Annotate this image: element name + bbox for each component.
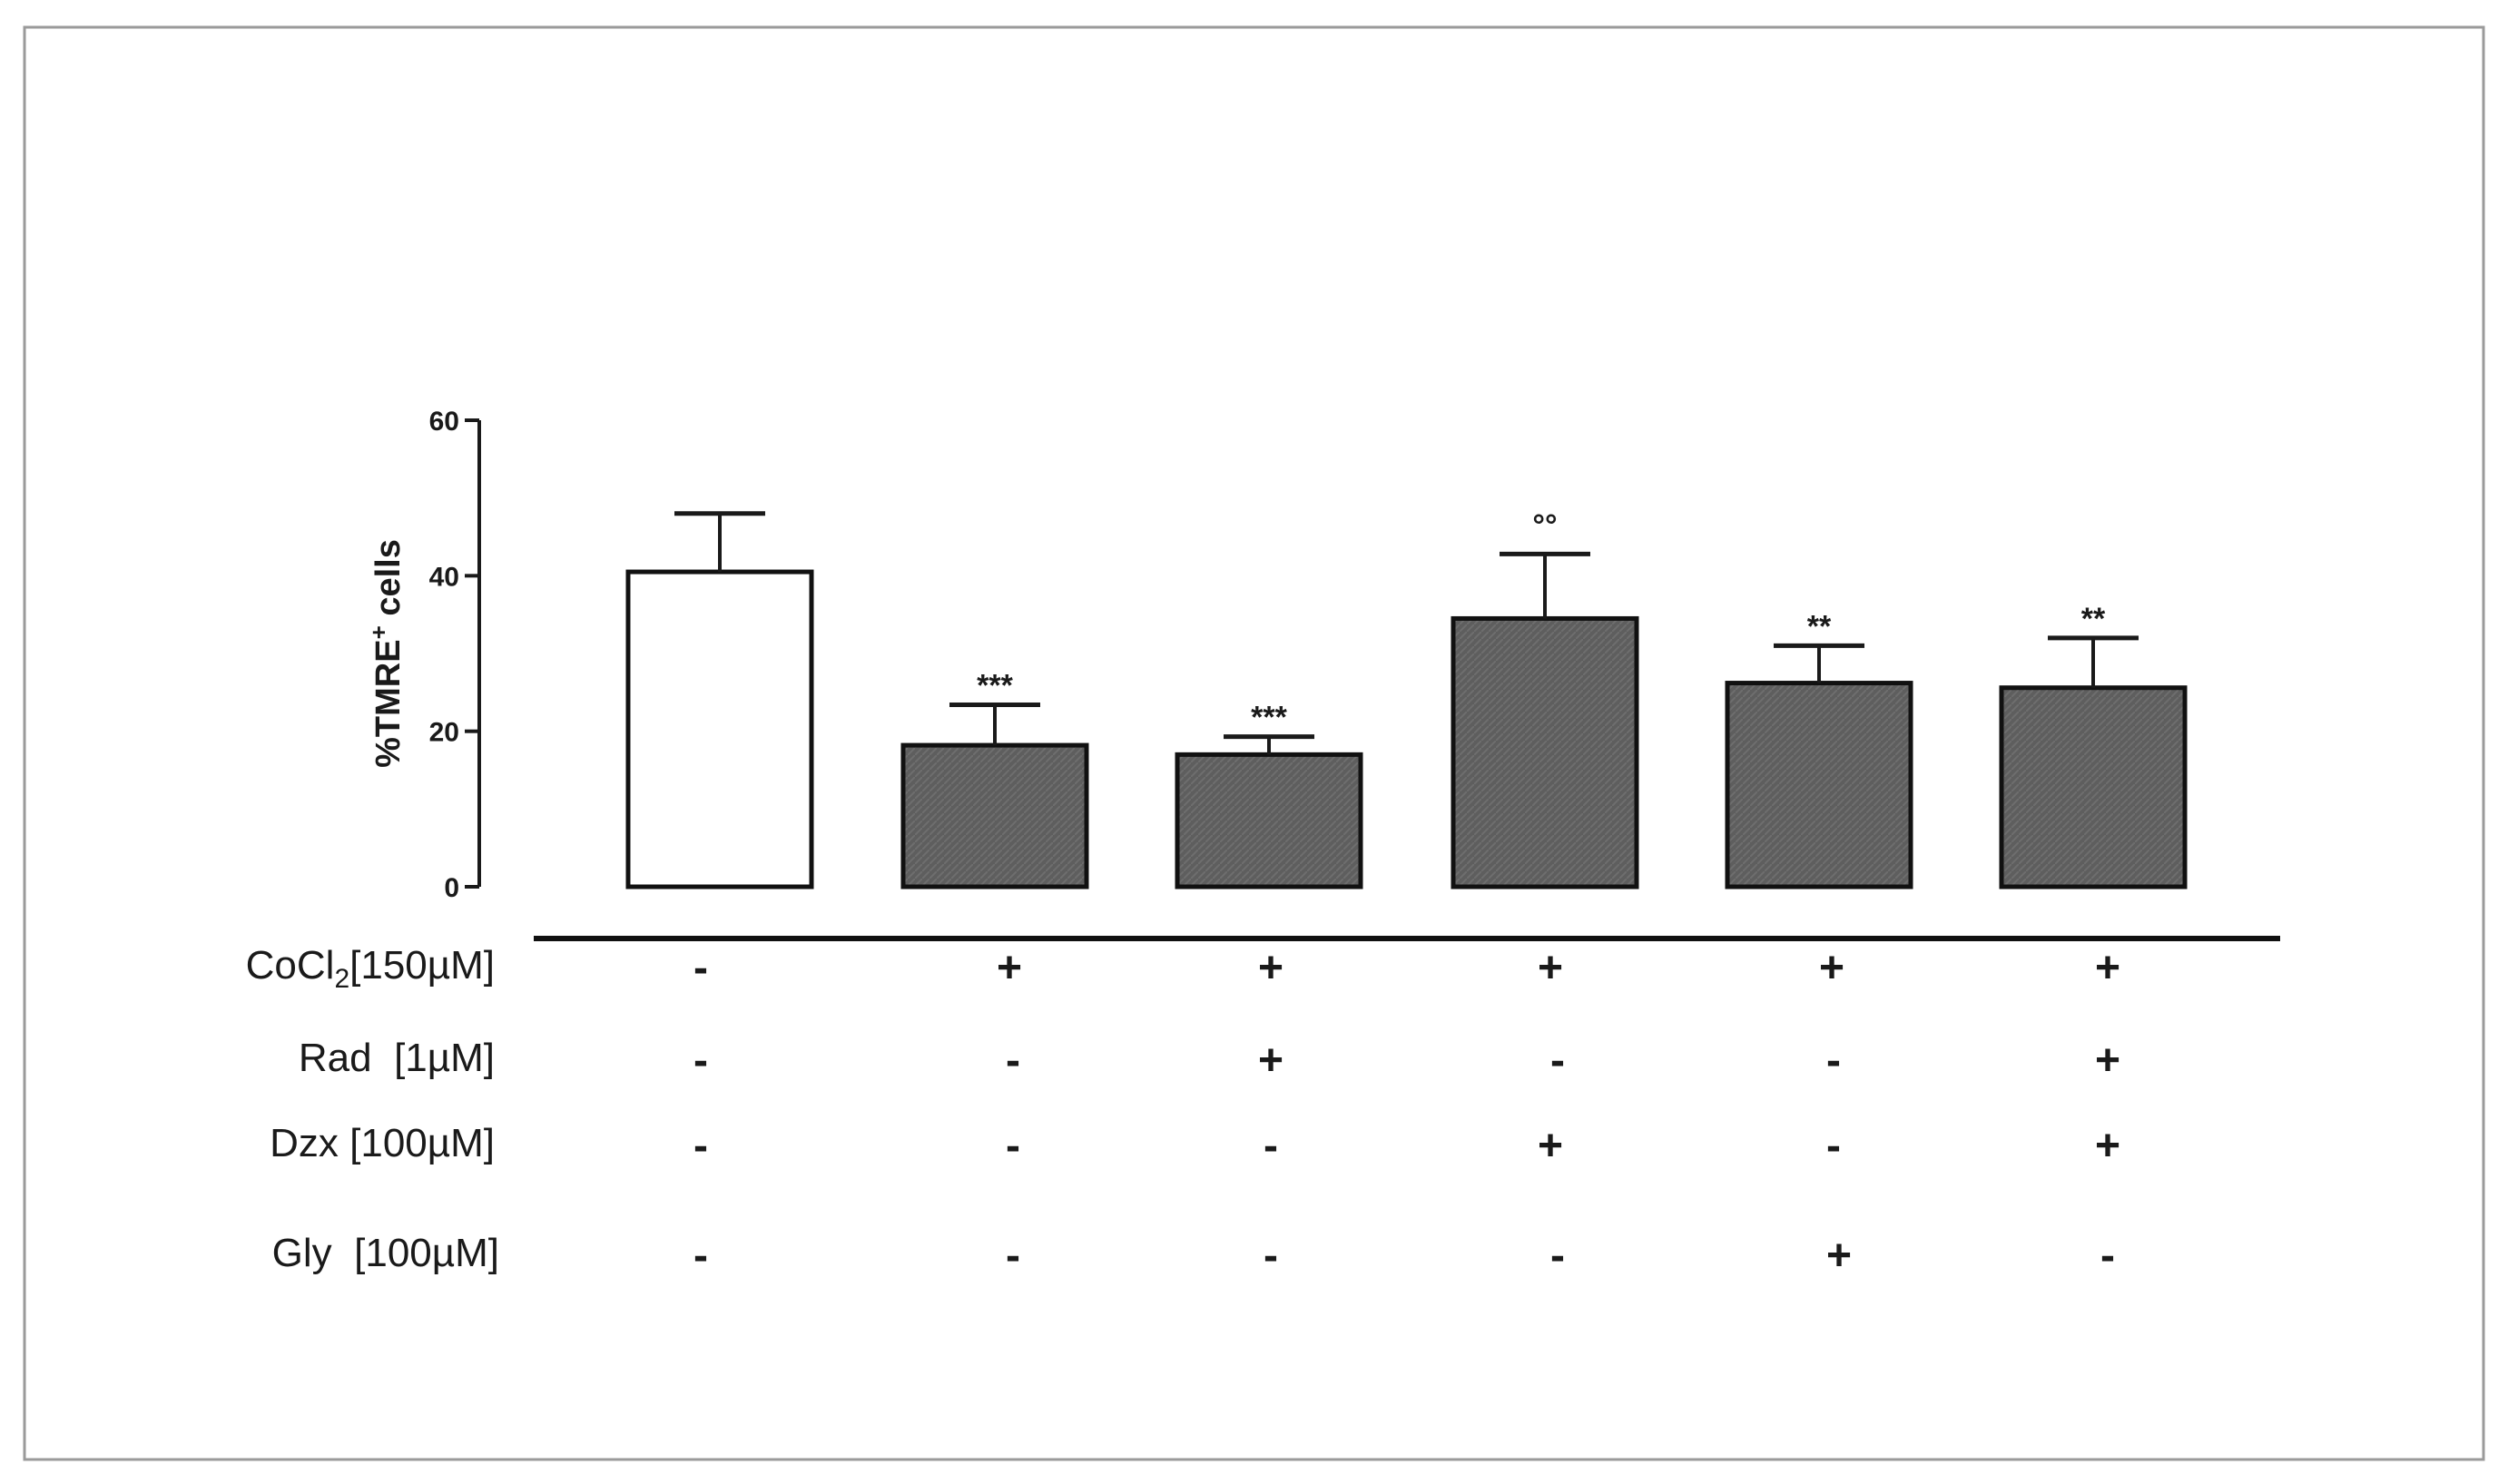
significance-mark: **: [2081, 602, 2106, 636]
treatment-mark: -: [693, 1232, 708, 1280]
treatment-mark: -: [1550, 1037, 1565, 1085]
bars: [625, 569, 2188, 889]
bar: [1451, 615, 1639, 889]
treatment-mark: -: [693, 1122, 708, 1170]
bar: [1999, 685, 2188, 889]
y-ticks: 0 20 40 60: [429, 407, 479, 903]
treatment-mark: -: [693, 944, 708, 992]
treatment-label-cocl2-subscript: 2: [334, 964, 349, 994]
treatment-mark: -: [1550, 1232, 1565, 1280]
treatment-mark: +: [997, 944, 1022, 992]
treatment-mark: +: [2095, 1037, 2120, 1085]
treatment-label-cocl2-suffix: [150µM]: [349, 943, 495, 988]
bar: [900, 742, 1089, 889]
y-axis-label-main: %TMRE: [369, 639, 408, 767]
treatment-mark: -: [1006, 1037, 1020, 1085]
y-tick-label: 60: [429, 407, 459, 437]
treatment-mark: -: [1006, 1232, 1020, 1280]
treatment-mark: +: [1826, 1232, 1852, 1280]
treatment-mark: +: [2095, 1122, 2120, 1170]
treatment-label-gly: Gly [100µM]: [272, 1231, 499, 1275]
treatment-mark: +: [1538, 944, 1563, 992]
treatment-mark: +: [2095, 944, 2120, 992]
treatment-mark: -: [1826, 1122, 1841, 1170]
significance-mark: ***: [1251, 701, 1287, 735]
bar: [1725, 681, 1913, 889]
treatment-label-cocl2: CoCl2[150µM]: [246, 943, 495, 994]
y-tick-label: 40: [429, 562, 459, 592]
treatment-mark: +: [1258, 1037, 1284, 1085]
error-bars: [674, 511, 2139, 755]
significance-mark: °°: [1532, 508, 1557, 543]
y-axis-label-suffix: cells: [369, 539, 408, 625]
y-axis-label-superscript: +: [365, 625, 392, 639]
significance-marks: *** *** °° ** **: [977, 508, 2106, 734]
bar: [625, 569, 814, 889]
treatment-label-rad: Rad [1µM]: [299, 1036, 495, 1080]
treatment-mark: -: [1826, 1037, 1841, 1085]
treatment-mark: +: [1538, 1122, 1563, 1170]
significance-mark: **: [1807, 609, 1832, 644]
treatment-mark: +: [1819, 944, 1844, 992]
significance-mark: ***: [977, 669, 1013, 703]
y-tick-label: 0: [444, 873, 459, 903]
treatment-mark: -: [1006, 1122, 1020, 1170]
treatment-mark: -: [1264, 1232, 1278, 1280]
treatment-label-cocl2-main: CoCl: [246, 943, 335, 988]
treatment-mark: +: [1258, 944, 1284, 992]
treatment-mark: -: [693, 1037, 708, 1085]
treatment-mark: -: [2100, 1232, 2115, 1280]
treatment-label-dzx: Dzx [100µM]: [270, 1121, 495, 1165]
treatment-mark: -: [1264, 1122, 1278, 1170]
treatment-table: CoCl2[150µM] Rad [1µM] Dzx [100µM] Gly […: [246, 943, 499, 1275]
bar: [1175, 752, 1363, 889]
treatment-marks: - + + + + + - - + - - + - - - + - + - - - - + -: [693, 944, 2120, 1280]
y-tick-label: 20: [429, 718, 459, 748]
y-axis-label: %TMRE+ cells: [365, 539, 408, 768]
